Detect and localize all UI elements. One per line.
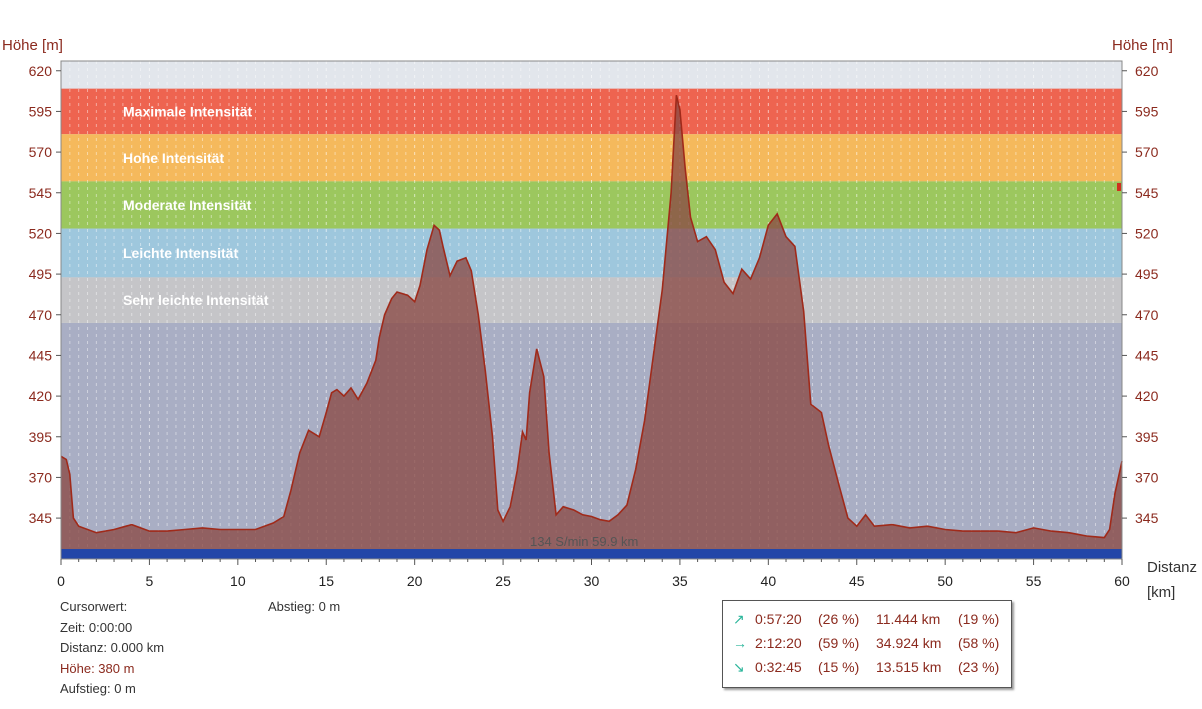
y-tick-label-left: 495 <box>29 266 53 282</box>
cursor-descent: Abstieg: 0 m <box>268 599 341 614</box>
intensity-zone-label: Moderate Intensität <box>123 197 252 213</box>
base-bar <box>61 549 1122 559</box>
stats-time-pct: (59 %) <box>818 635 860 651</box>
intensity-zone-label: Maximale Intensität <box>123 103 252 119</box>
x-tick-label: 50 <box>937 573 953 589</box>
y-tick-label-left: 370 <box>29 469 53 485</box>
x-tick-label: 45 <box>849 573 865 589</box>
stats-time: 2:12:20 <box>755 635 802 651</box>
y-tick-label-left: 620 <box>29 63 53 79</box>
cursor-height: Höhe: 380 m <box>60 660 135 676</box>
stats-time-pct: (15 %) <box>818 659 860 675</box>
stats-distance-pct: (58 %) <box>958 635 1000 651</box>
base-bar-label: 134 S/min 59.9 km <box>530 534 638 549</box>
uphill-arrow-icon: ↗ <box>733 611 745 627</box>
y-tick-label-left: 445 <box>29 347 53 363</box>
y-tick-label-right: 620 <box>1135 63 1159 79</box>
right-edge-marker <box>1117 183 1121 191</box>
intensity-zone-label: Leichte Intensität <box>123 245 238 261</box>
cursor-time: Zeit: 0:00:00 <box>60 619 133 635</box>
y-tick-label-left: 570 <box>29 144 53 160</box>
y-tick-label-left: 470 <box>29 307 53 323</box>
x-axis-title: Distanz <box>1147 559 1197 576</box>
x-tick-label: 25 <box>495 573 511 589</box>
y-tick-label-right: 370 <box>1135 469 1159 485</box>
stats-distance: 11.444 km <box>876 611 941 627</box>
cursor-distance: Distanz: 0.000 km <box>60 640 165 655</box>
y-tick-label-right: 520 <box>1135 225 1159 241</box>
x-tick-label: 10 <box>230 573 246 589</box>
downhill-arrow-icon: ↘ <box>733 659 745 675</box>
y-axis-title-left: Höhe [m] <box>2 37 63 54</box>
elevation-area <box>61 95 1122 549</box>
y-tick-label-left: 595 <box>29 103 53 119</box>
y-tick-label-right: 470 <box>1135 307 1159 323</box>
y-tick-label-left: 545 <box>29 185 53 201</box>
y-tick-label-left: 520 <box>29 225 53 241</box>
x-tick-label: 60 <box>1114 573 1130 589</box>
intensity-zone-label: Hohe Intensität <box>123 150 224 166</box>
stats-time: 0:32:45 <box>755 659 802 675</box>
x-tick-label: 30 <box>584 573 600 589</box>
x-tick-label: 20 <box>407 573 423 589</box>
stats-time-pct: (26 %) <box>818 611 860 627</box>
flat-arrow-icon: → <box>733 635 747 651</box>
y-tick-label-right: 570 <box>1135 144 1159 160</box>
stats-distance: 13.515 km <box>876 659 942 675</box>
gradient-stats-box: ↗ 0:57:20 (26 %) 11.444 km (19 %) → 2:12… <box>722 600 1012 688</box>
x-tick-label: 15 <box>318 573 334 589</box>
x-tick-label: 40 <box>761 573 777 589</box>
stats-distance: 34.924 km <box>876 635 942 651</box>
x-tick-label: 55 <box>1026 573 1042 589</box>
y-tick-label-right: 395 <box>1135 429 1159 445</box>
y-tick-label-right: 495 <box>1135 266 1159 282</box>
y-tick-label-right: 420 <box>1135 388 1159 404</box>
y-tick-label-right: 345 <box>1135 510 1159 526</box>
stats-distance-pct: (19 %) <box>958 611 1000 627</box>
cursor-heading: Cursorwert: <box>60 599 128 614</box>
y-tick-label-left: 420 <box>29 388 53 404</box>
stats-time: 0:57:20 <box>755 611 802 627</box>
cursor-ascent: Aufstieg: 0 m <box>60 681 136 696</box>
x-tick-label: 5 <box>146 573 154 589</box>
y-tick-label-right: 595 <box>1135 103 1159 119</box>
plot-area: Maximale Intensität Hohe Intensität Modera… <box>60 61 1123 559</box>
x-axis-unit: [km] <box>1147 584 1175 601</box>
cursor-value-panel: Cursorwert: Zeit: 0:00:00 Distanz: 0.000… <box>60 597 164 700</box>
intensity-zone-label: Sehr leichte Intensität <box>123 292 269 308</box>
y-tick-label-left: 395 <box>29 429 53 445</box>
y-tick-label-right: 445 <box>1135 347 1159 363</box>
elevation-line <box>60 95 1123 539</box>
y-tick-label-left: 345 <box>29 510 53 526</box>
stats-distance-pct: (23 %) <box>958 659 1000 675</box>
x-tick-label: 35 <box>672 573 688 589</box>
y-tick-label-right: 545 <box>1135 185 1159 201</box>
x-tick-label: 0 <box>57 573 65 589</box>
y-axis-title-right: Höhe [m] <box>1112 37 1173 54</box>
